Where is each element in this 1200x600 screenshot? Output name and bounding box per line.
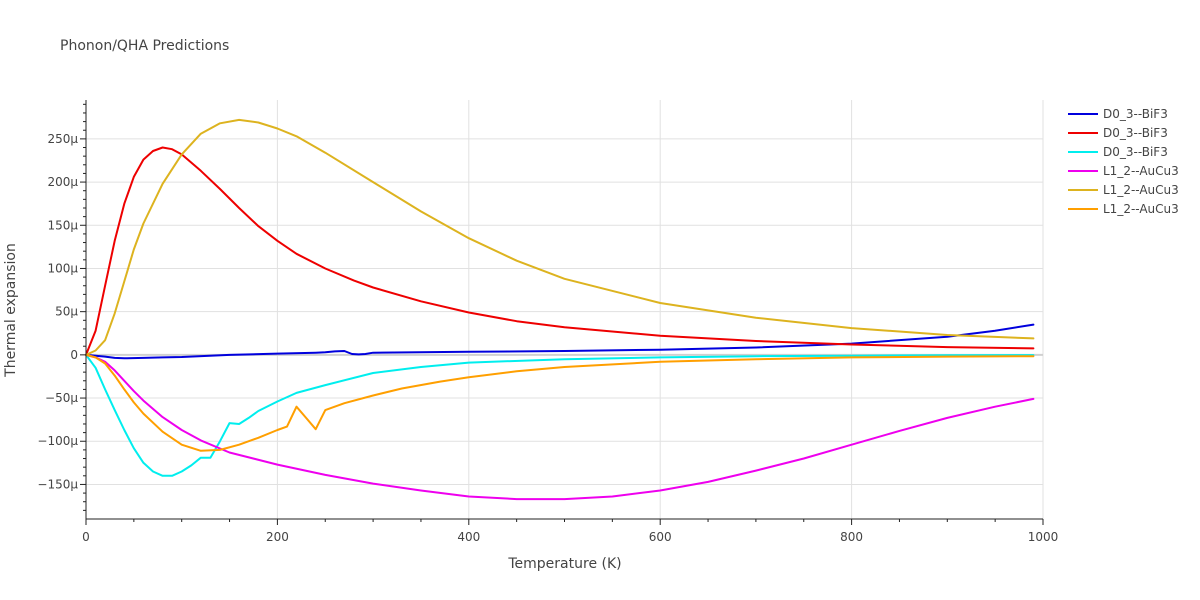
series-group: [85, 118, 1035, 501]
x-tick-label: 600: [649, 530, 672, 544]
y-tick-label: −150µ: [37, 477, 78, 491]
legend-item-3[interactable]: D0_3--BiF3: [1068, 145, 1168, 159]
y-tick-label: 250µ: [47, 132, 78, 146]
axes: [80, 100, 1044, 525]
tick-labels: 0 200 400 600 800 1000 −150µ −100µ −50µ 0 50µ 100µ 1…: [37, 132, 1058, 544]
series-line-6: [85, 353, 1035, 452]
y-tick-label: 50µ: [55, 305, 78, 319]
legend[interactable]: D0_3--BiF3 D0_3--BiF3 D0_3--BiF3 L1_2--AuCu…: [1068, 107, 1179, 216]
y-tick-label: −50µ: [45, 391, 78, 405]
y-tick-label: 200µ: [47, 175, 78, 189]
series-line-3: [85, 353, 1035, 477]
legend-item-2[interactable]: D0_3--BiF3: [1068, 126, 1168, 140]
legend-item-4[interactable]: L1_2--AuCu3: [1068, 164, 1179, 178]
y-tick-label: 100µ: [47, 261, 78, 275]
x-tick-label: 0: [82, 530, 90, 544]
x-axis-title: Temperature (K): [507, 556, 621, 572]
series-line-4: [85, 353, 1035, 501]
legend-label: L1_2--AuCu3: [1103, 202, 1179, 216]
legend-item-6[interactable]: L1_2--AuCu3: [1068, 202, 1179, 216]
legend-label: L1_2--AuCu3: [1103, 183, 1179, 197]
y-tick-label: −100µ: [37, 434, 78, 448]
grid: [86, 100, 1044, 519]
x-tick-label: 1000: [1028, 530, 1059, 544]
x-tick-label: 800: [840, 530, 863, 544]
y-tick-label: 0: [70, 348, 78, 362]
x-tick-label: 400: [457, 530, 480, 544]
series-line-2: [85, 146, 1035, 356]
y-axis-title: Thermal expansion: [3, 243, 19, 378]
legend-item-1[interactable]: D0_3--BiF3: [1068, 107, 1168, 121]
legend-item-5[interactable]: L1_2--AuCu3: [1068, 183, 1179, 197]
legend-label: D0_3--BiF3: [1103, 145, 1168, 159]
chart-title: Phonon/QHA Predictions: [60, 38, 229, 54]
y-tick-label: 150µ: [47, 218, 78, 232]
legend-label: D0_3--BiF3: [1103, 107, 1168, 121]
series-line-5: [85, 118, 1035, 356]
legend-label: L1_2--AuCu3: [1103, 164, 1179, 178]
legend-label: D0_3--BiF3: [1103, 126, 1168, 140]
series-line-1: [85, 323, 1035, 360]
x-tick-label: 200: [266, 530, 289, 544]
